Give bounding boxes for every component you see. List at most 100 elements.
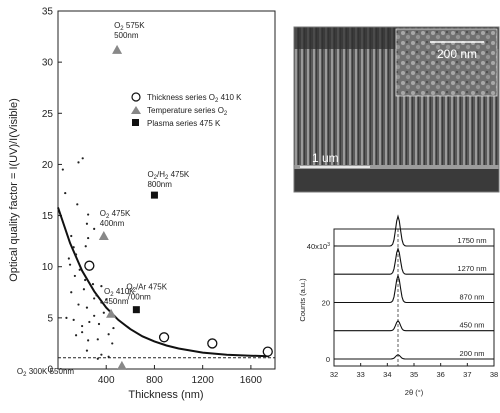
- y-tick-label: 5: [47, 313, 53, 324]
- xrd-series-label: 450 nm: [459, 321, 484, 330]
- point-annotation-line2: 500nm: [114, 31, 139, 40]
- raw-data-dot: [96, 357, 99, 360]
- raw-data-dot: [72, 246, 75, 249]
- raw-data-dot: [100, 301, 103, 304]
- raw-data-dot: [107, 355, 110, 358]
- point-annotation-line2: 450nm: [104, 297, 129, 306]
- legend-label-temperature: Temperature series O2: [147, 106, 228, 117]
- raw-data-dot: [85, 222, 89, 225]
- raw-data-dot: [97, 322, 101, 326]
- raw-data-dot: [107, 333, 110, 336]
- point-annotation-line2: 400nm: [100, 219, 125, 228]
- x-tick-label: 1200: [192, 375, 215, 386]
- y-tick-label: 20: [42, 160, 54, 171]
- xrd-y-tick-label: 0: [326, 355, 330, 364]
- quality-factor-chart: 0 5 10 15 20 25 30 35 400 800 1200 1600 O2 575K500…: [8, 7, 276, 401]
- xrd-x-tick-label: 34: [383, 370, 391, 379]
- xrd-series-label: 1270 nm: [457, 264, 486, 273]
- point-annotation: O2 410K: [104, 287, 135, 298]
- raw-data-dot: [72, 318, 75, 322]
- y-axis-label: Optical quality factor = I(UV)/I(Visible…: [8, 98, 20, 282]
- raw-data-dot: [112, 326, 115, 330]
- raw-data-dot: [95, 294, 98, 297]
- raw-data-dot: [93, 227, 96, 230]
- thickness-series-point: [84, 260, 95, 271]
- raw-data-dot: [68, 263, 72, 266]
- raw-data-dot: [105, 298, 108, 301]
- plasma-series-point: [132, 306, 140, 314]
- raw-data-dot: [88, 320, 91, 324]
- thickness-series-point: [207, 338, 218, 349]
- xrd-curve: [334, 247, 494, 275]
- raw-data-dot: [67, 257, 70, 260]
- xrd-y-axis-label: Counts (a.u.): [298, 278, 307, 322]
- raw-data-dot: [96, 338, 99, 341]
- x-tick-label: 400: [98, 375, 115, 386]
- thickness-series-point: [262, 346, 273, 357]
- legend-label-thickness: Thickness series O2 410 K: [147, 93, 242, 104]
- raw-data-dot: [100, 353, 103, 356]
- xrd-y-tick-label: 40x103: [307, 242, 330, 251]
- raw-data-dot: [93, 314, 96, 317]
- raw-data-dot: [70, 291, 73, 294]
- point-annotation-line2: 700nm: [126, 293, 151, 302]
- xrd-curve: [334, 273, 494, 304]
- raw-data-dot: [77, 303, 80, 306]
- point-annotation: O2 300K 550nm: [17, 367, 75, 378]
- xrd-x-tick-label: 38: [490, 370, 498, 379]
- sem-micrograph: 200 nm 1 um: [293, 26, 500, 193]
- inset-scale-label: 200 nm: [437, 47, 477, 61]
- xrd-y-tick-label: 20: [322, 298, 330, 307]
- xrd-curve: [334, 214, 494, 247]
- raw-data-dot: [91, 283, 95, 286]
- xrd-x-tick-label: 36: [436, 370, 444, 379]
- raw-data-dot: [74, 253, 78, 256]
- raw-data-dot: [65, 316, 68, 319]
- raw-data-dot: [61, 168, 64, 171]
- xrd-chart: 32 33 34 35 36 37 38 0 20 40x103 200 nm 450 nm 870…: [298, 214, 498, 397]
- raw-data-dot: [85, 349, 89, 352]
- xrd-x-tick-label: 32: [330, 370, 338, 379]
- y-tick-label: 10: [42, 262, 54, 273]
- xrd-curve: [334, 319, 494, 332]
- raw-data-dot: [102, 311, 105, 314]
- sem-inset: [395, 28, 498, 97]
- raw-data-dot: [87, 213, 90, 216]
- point-annotation-line2: 800nm: [147, 180, 172, 189]
- raw-data-dot: [84, 278, 87, 282]
- raw-data-dot: [111, 342, 114, 345]
- raw-data-dot: [73, 274, 76, 278]
- legend-marker-open-circle: [131, 92, 141, 102]
- x-tick-label: 1600: [240, 375, 263, 386]
- raw-data-dot: [93, 297, 96, 300]
- xrd-series-label: 1750 nm: [457, 236, 486, 245]
- temperature-series-point: [106, 308, 117, 318]
- y-tick-label: 0: [47, 365, 53, 376]
- raw-data-dot: [81, 324, 84, 328]
- raw-data-dot: [81, 331, 84, 334]
- xrd-x-tick-label: 33: [356, 370, 364, 379]
- legend-marker-triangle: [131, 106, 141, 114]
- raw-data-dot: [87, 236, 90, 240]
- legend-label-plasma: Plasma series 475 K: [147, 119, 221, 128]
- y-tick-label: 30: [42, 58, 54, 69]
- fit-curve: [57, 207, 270, 358]
- point-annotation: O2 475K: [100, 209, 131, 220]
- raw-data-dot: [81, 157, 84, 160]
- point-annotation: O2 575K: [114, 21, 145, 32]
- raw-data-dot: [74, 334, 78, 337]
- xrd-series-label: 870 nm: [459, 292, 484, 301]
- legend: Thickness series O2 410 K Temperature se…: [131, 92, 242, 128]
- raw-data-dot: [77, 161, 80, 164]
- x-tick-label: 800: [146, 375, 163, 386]
- xrd-series-label: 200 nm: [459, 349, 484, 358]
- x-axis-label: Thickness (nm): [128, 389, 203, 401]
- raw-data-dot: [82, 288, 86, 291]
- raw-data-dot: [85, 306, 89, 309]
- temperature-series-point: [98, 231, 109, 241]
- point-annotation: O2/Ar 475K: [126, 283, 167, 294]
- point-annotation: O2/H2 475K: [147, 170, 189, 181]
- xrd-x-axis-label: 2θ (°): [405, 388, 424, 397]
- raw-data-dot: [87, 339, 90, 342]
